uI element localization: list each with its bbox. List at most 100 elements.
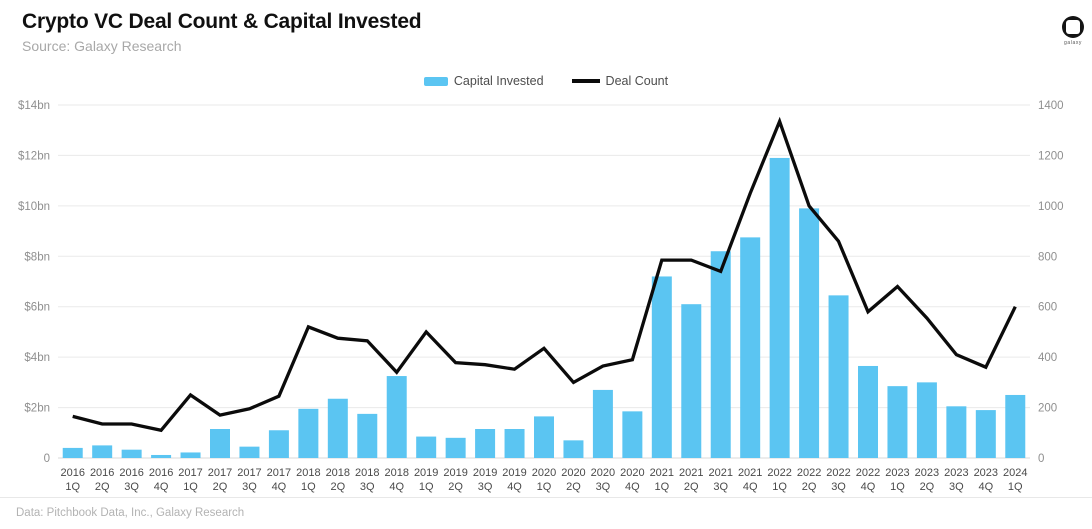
deal-count-swatch-icon [571,79,600,83]
right-axis-tick: 1200 [1038,150,1064,162]
left-axis-tick: $14bn [18,100,50,112]
x-axis-label: 2019 4Q [502,467,526,493]
bar-2016-2Q [92,445,113,458]
bar-2020-4Q [622,411,643,458]
deal-count-line [72,116,1017,433]
bar-2023-2Q [916,382,937,458]
bar-2017-1Q [180,452,201,458]
galaxy-logo-square [1066,20,1080,34]
galaxy-logo-word: galaxy [1063,40,1083,46]
footer-credit: Data: Pitchbook Data, Inc., Galaxy Resea… [16,507,245,519]
bar-2023-1Q [887,386,908,458]
x-axis-label: 2017 3Q [237,467,261,493]
x-axis-label: 2016 3Q [119,467,143,493]
bar-2017-2Q [210,429,230,458]
left-axis-tick: $2bn [24,403,50,415]
right-axis-tick: 400 [1038,352,1057,364]
left-axis-tick: $6bn [24,302,50,314]
footer-divider [0,497,1092,498]
bar-2023-4Q [975,410,996,458]
x-axis-label: 2020 2Q [561,467,585,493]
x-axis-label: 2019 2Q [443,467,467,493]
x-axis-label: 2021 4Q [738,467,762,493]
x-axis-label: 2021 1Q [650,467,674,493]
galaxy-logo: galaxy [1058,16,1088,46]
bar-2018-4Q [386,376,407,458]
bar-2020-3Q [592,389,613,458]
x-axis-label: 2023 2Q [915,467,939,493]
left-axis-tick: $10bn [18,201,50,213]
x-axis-label: 2018 1Q [296,467,320,493]
x-axis-label: 2017 2Q [208,467,232,493]
bar-2019-2Q [445,437,466,458]
bar-2021-2Q [681,304,702,458]
x-axis-label: 2020 4Q [620,467,644,493]
x-axis-label: 2022 3Q [826,467,850,493]
bar-2017-3Q [239,446,260,458]
x-axis-label: 2023 4Q [974,467,998,493]
chart-canvas: 0 $2bn $4bn $6bn $8bn $10bn $12bn $14bn 0 200 400 6… [0,95,1092,497]
bar-2021-3Q [710,251,731,458]
chart-source: Source: Galaxy Research [22,38,182,54]
x-axis-label: 2024 1Q [1003,467,1027,493]
right-axis-tick: 0 [1038,453,1044,465]
x-axis-label: 2018 3Q [355,467,379,493]
legend-label-deal-count: Deal Count [605,74,669,88]
bar-2020-2Q [563,440,584,458]
bar-2023-3Q [946,406,967,458]
bar-2018-1Q [298,408,319,458]
x-axis-label: 2016 1Q [60,467,84,493]
right-axis-tick: 1000 [1038,201,1064,213]
x-axis-label: 2021 2Q [679,467,703,493]
right-axis-tick: 1400 [1038,100,1064,112]
x-axis-label: 2019 1Q [414,467,438,493]
bar-2019-4Q [504,429,525,458]
bar-2018-2Q [327,398,348,458]
x-axis-label: 2018 2Q [326,467,350,493]
bar-2016-4Q [151,454,172,458]
x-axis-label: 2017 1Q [178,467,202,493]
x-axis-label: 2023 3Q [944,467,968,493]
x-axis-label: 2020 3Q [591,467,615,493]
legend-item-capital-invested: Capital Invested [423,74,544,88]
bar-2017-4Q [268,430,289,458]
capital-invested-swatch-icon [423,76,448,86]
vc-deal-chart: 0 $2bn $4bn $6bn $8bn $10bn $12bn $14bn 0 200 400 6… [18,100,1064,493]
galaxy-logo-icon [1062,16,1084,38]
left-axis-tick: $12bn [18,150,50,162]
bar-2022-4Q [858,365,878,458]
bar-2016-3Q [121,449,142,458]
bar-2022-1Q [769,157,790,458]
x-axis-label: 2021 3Q [708,467,732,493]
page-title: Crypto VC Deal Count & Capital Invested [22,10,422,33]
x-axis-label: 2023 1Q [885,467,909,493]
left-axis-tick: $4bn [24,352,50,364]
x-axis-label: 2016 4Q [149,467,173,493]
x-axis-label: 2022 2Q [797,467,821,493]
bar-2018-3Q [357,413,378,458]
x-axis-label: 2020 1Q [532,467,556,493]
bar-2022-3Q [828,295,849,458]
left-axis-tick: 0 [44,453,50,465]
left-axis-tick: $8bn [24,251,50,263]
right-axis-tick: 800 [1038,251,1057,263]
x-axis-label: 2017 4Q [267,467,291,493]
legend-item-deal-count: Deal Count [571,74,669,88]
bar-2021-4Q [740,237,761,458]
right-axis-tick: 600 [1038,302,1057,314]
bar-2024-1Q [1005,394,1026,458]
bar-2022-2Q [799,208,820,458]
bar-2019-1Q [416,436,437,458]
bar-2020-1Q [534,416,554,458]
bar-2016-1Q [62,447,83,458]
x-axis-label: 2019 3Q [473,467,497,493]
bar-2019-3Q [475,429,496,458]
bar-2021-1Q [651,276,672,458]
legend-label-capital-invested: Capital Invested [453,74,544,88]
x-axis-label: 2018 4Q [384,467,408,493]
x-axis-label: 2016 2Q [90,467,114,493]
x-axis-label: 2022 4Q [856,467,880,493]
x-axis-label: 2022 1Q [767,467,791,493]
chart-legend: Capital Invested Deal Count [0,74,1092,88]
right-axis-tick: 200 [1038,403,1057,415]
